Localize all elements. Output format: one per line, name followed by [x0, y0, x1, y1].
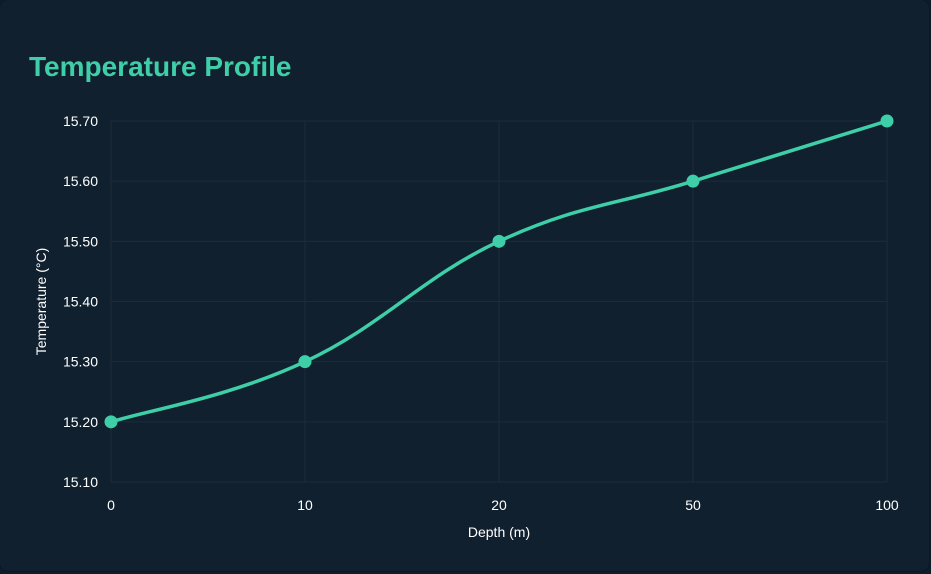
y-tick-label: 15.60 — [63, 173, 98, 189]
x-axis-ticks: 0 10 20 50 100 — [107, 497, 899, 513]
x-axis-label: Depth (m) — [468, 524, 530, 540]
x-tick-label: 20 — [491, 497, 507, 513]
x-tick-label: 50 — [685, 497, 701, 513]
chart-title: Temperature Profile — [29, 51, 292, 82]
data-point[interactable] — [492, 234, 506, 248]
x-tick-label: 10 — [297, 497, 313, 513]
x-tick-label: 100 — [875, 497, 899, 513]
data-point[interactable] — [298, 355, 312, 369]
grid — [110, 120, 888, 483]
y-tick-label: 15.40 — [63, 294, 98, 310]
y-tick-label: 15.70 — [63, 113, 98, 129]
x-tick-label: 0 — [107, 497, 115, 513]
y-tick-label: 15.50 — [63, 233, 98, 249]
y-axis-ticks: 15.10 15.20 15.30 15.40 15.50 15.60 15.70 — [63, 113, 98, 490]
data-point[interactable] — [104, 415, 118, 429]
y-tick-label: 15.30 — [63, 354, 98, 370]
data-point[interactable] — [686, 174, 700, 188]
y-tick-label: 15.20 — [63, 414, 98, 430]
data-point[interactable] — [880, 114, 894, 128]
y-tick-label: 15.10 — [63, 474, 98, 490]
series-layer — [104, 114, 894, 429]
y-axis-label: Temperature (°C) — [33, 248, 49, 356]
